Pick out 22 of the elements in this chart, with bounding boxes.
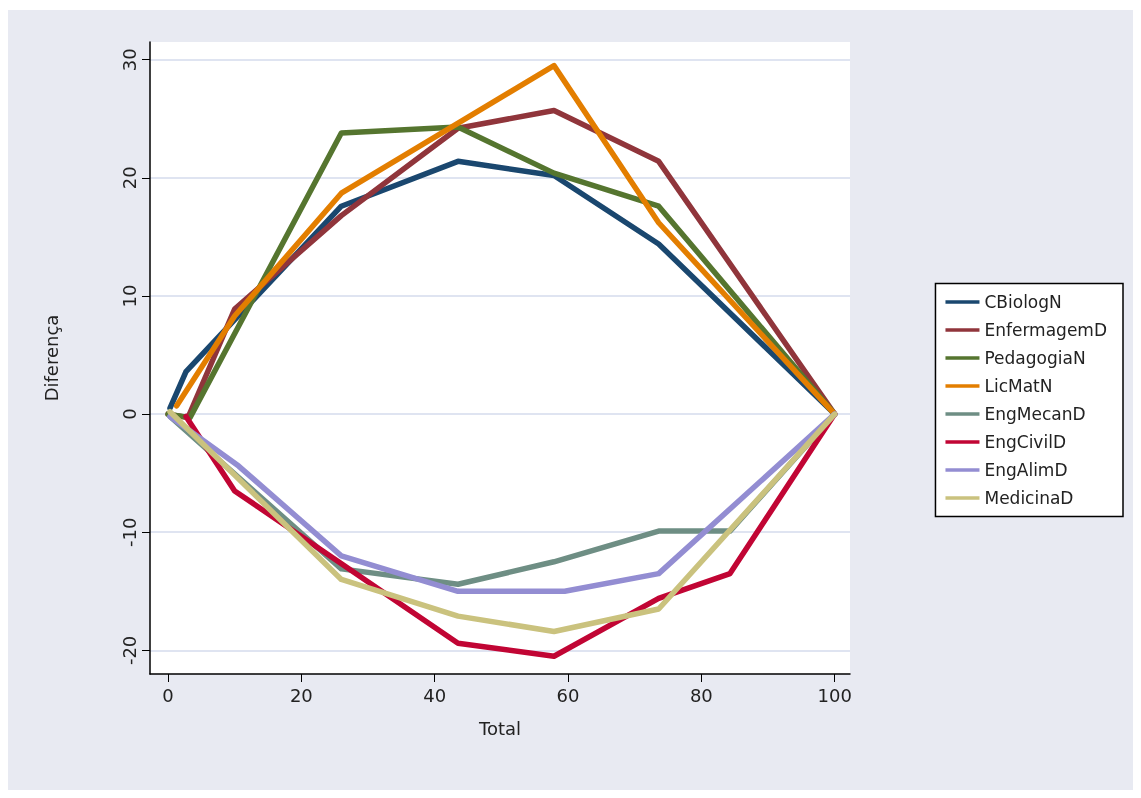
- y-tick-label: 0: [118, 408, 140, 420]
- y-tick-label: -10: [118, 517, 140, 547]
- y-axis-title: Diferença: [40, 314, 62, 402]
- x-tick-label: 40: [423, 684, 447, 706]
- y-tick-label: -20: [118, 635, 140, 666]
- legend-label: EngCivilD: [984, 432, 1066, 452]
- y-tick-label: 30: [118, 48, 140, 72]
- x-tick-label: 60: [556, 684, 580, 706]
- legend-label: MedicinaD: [984, 488, 1074, 508]
- legend-label: CBiologN: [984, 292, 1062, 312]
- legend-label: EnfermagemD: [984, 320, 1107, 340]
- x-tick-label: 80: [689, 684, 713, 706]
- legend-label: PedagogiaN: [984, 348, 1086, 368]
- legend-label: EngMecanD: [984, 404, 1086, 424]
- y-tick-label: 20: [118, 166, 140, 190]
- x-axis-title: Total: [477, 717, 522, 739]
- legend-label: EngAlimD: [984, 460, 1068, 480]
- x-tick-label: 20: [289, 684, 313, 706]
- legend-label: LicMatN: [984, 376, 1053, 396]
- y-tick-label: 10: [118, 284, 140, 308]
- x-tick-label: 100: [817, 684, 852, 706]
- x-tick-label: 0: [162, 684, 174, 706]
